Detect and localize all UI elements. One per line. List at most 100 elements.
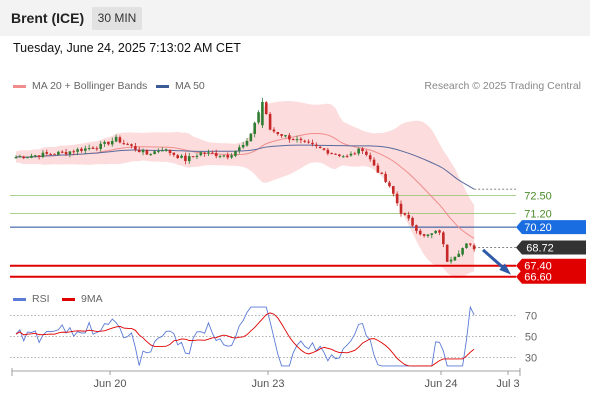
forecast-arrow-head <box>499 263 512 275</box>
datetime-label: Tuesday, June 24, 2025 7:13:02 AM CET <box>13 41 241 55</box>
candle-body <box>180 155 183 158</box>
x-axis: Jun 20 Jun 23 Jun 24 Jul 3 <box>11 368 521 390</box>
candle-body <box>149 154 153 156</box>
candle-body <box>168 149 172 154</box>
candle-body <box>245 140 249 146</box>
candle-body <box>222 155 226 157</box>
level-tag-70.20 <box>516 220 586 235</box>
legend-rsi: RSI <box>13 293 50 305</box>
candle-body <box>280 134 283 136</box>
candle-body <box>184 155 187 161</box>
candles-layer <box>14 97 476 264</box>
candle-body <box>334 153 337 155</box>
candle-body <box>268 113 272 130</box>
candle-body <box>445 244 449 262</box>
candle-body <box>415 225 418 231</box>
candle-body <box>26 157 29 159</box>
candle-body <box>472 245 476 250</box>
candle-body <box>145 149 149 155</box>
candle-body <box>234 151 237 156</box>
candle-body <box>164 149 168 151</box>
candle-body <box>318 146 322 149</box>
rsi-panel: 70 50 30 <box>10 305 537 367</box>
header-bar: Brent (ICE) 30 MIN <box>0 0 590 36</box>
candle-body <box>230 155 233 158</box>
candle-body <box>211 152 214 154</box>
candle-body <box>41 152 45 157</box>
candle-body <box>187 156 191 162</box>
candle-body <box>345 155 349 157</box>
candle-body <box>141 149 145 153</box>
ma20-swatch <box>13 84 26 88</box>
candle-body <box>299 138 303 141</box>
candle-body <box>465 243 468 248</box>
candle-body <box>99 143 102 149</box>
candle-body <box>453 256 457 261</box>
candle-body <box>214 152 218 157</box>
candle-body <box>426 234 430 236</box>
x-tick-label: Jun 23 <box>251 378 284 390</box>
candle-body <box>384 173 387 182</box>
legend-rsi-label: RSI <box>32 293 50 305</box>
candle-body <box>76 149 79 152</box>
candle-body <box>442 232 445 245</box>
candle-body <box>33 155 37 157</box>
last-price-label: 68.72 <box>526 243 554 255</box>
candle-body <box>57 151 60 155</box>
timeframe-button[interactable]: 30 MIN <box>92 7 142 30</box>
x-tick-label: Jul 3 <box>496 378 519 390</box>
candle-body <box>134 146 137 150</box>
candle-body <box>14 157 18 159</box>
candle-body <box>199 152 203 156</box>
candle-body <box>118 137 122 143</box>
candle-body <box>388 182 391 187</box>
candle-body <box>238 147 241 151</box>
candle-body <box>80 148 83 152</box>
candle-body <box>349 153 353 156</box>
level-label-72.50: 72.50 <box>524 191 552 203</box>
candle-body <box>107 141 110 145</box>
candle-body <box>418 230 422 235</box>
candle-body <box>37 155 41 157</box>
candle-body <box>291 138 295 141</box>
bollinger-band <box>16 101 475 279</box>
candle-body <box>380 172 384 174</box>
candle-body <box>45 152 49 154</box>
candle-body <box>91 147 95 149</box>
candle-body <box>157 150 160 152</box>
legend-ma20-label: MA 20 + Bollinger Bands <box>32 80 148 92</box>
rsi-level-label-50: 50 <box>525 332 537 344</box>
candle-body <box>68 151 72 155</box>
candle-body <box>261 101 264 126</box>
candle-body <box>241 144 245 148</box>
candle-body <box>87 148 91 150</box>
candle-body <box>457 253 461 258</box>
candle-body <box>422 234 426 236</box>
legend-rsi-ma-label: 9MA <box>81 293 103 305</box>
candle-body <box>30 155 33 158</box>
candle-body <box>264 102 268 115</box>
candle-body <box>195 155 199 157</box>
candle-body <box>272 129 276 132</box>
candle-body <box>72 151 76 153</box>
candle-body <box>365 151 368 155</box>
x-tick-label: Jun 24 <box>424 378 457 390</box>
rsi-level-label-70: 70 <box>525 311 537 323</box>
level-label-70.20: 70.20 <box>524 222 552 234</box>
candle-body <box>376 165 380 173</box>
candle-body <box>411 217 414 226</box>
level-tag-66.60 <box>516 269 586 284</box>
candle-body <box>84 148 87 151</box>
candle-body <box>172 152 176 155</box>
instrument-title: Brent (ICE) <box>11 10 85 26</box>
bollinger-band-layer <box>16 101 475 279</box>
moving-average-layer <box>15 132 516 239</box>
candle-body <box>284 135 287 137</box>
candle-body <box>18 156 22 158</box>
rsi-line <box>15 305 475 367</box>
candle-body <box>372 159 376 166</box>
candle-body <box>368 155 372 160</box>
candle-body <box>253 122 256 134</box>
candle-body <box>307 141 310 143</box>
